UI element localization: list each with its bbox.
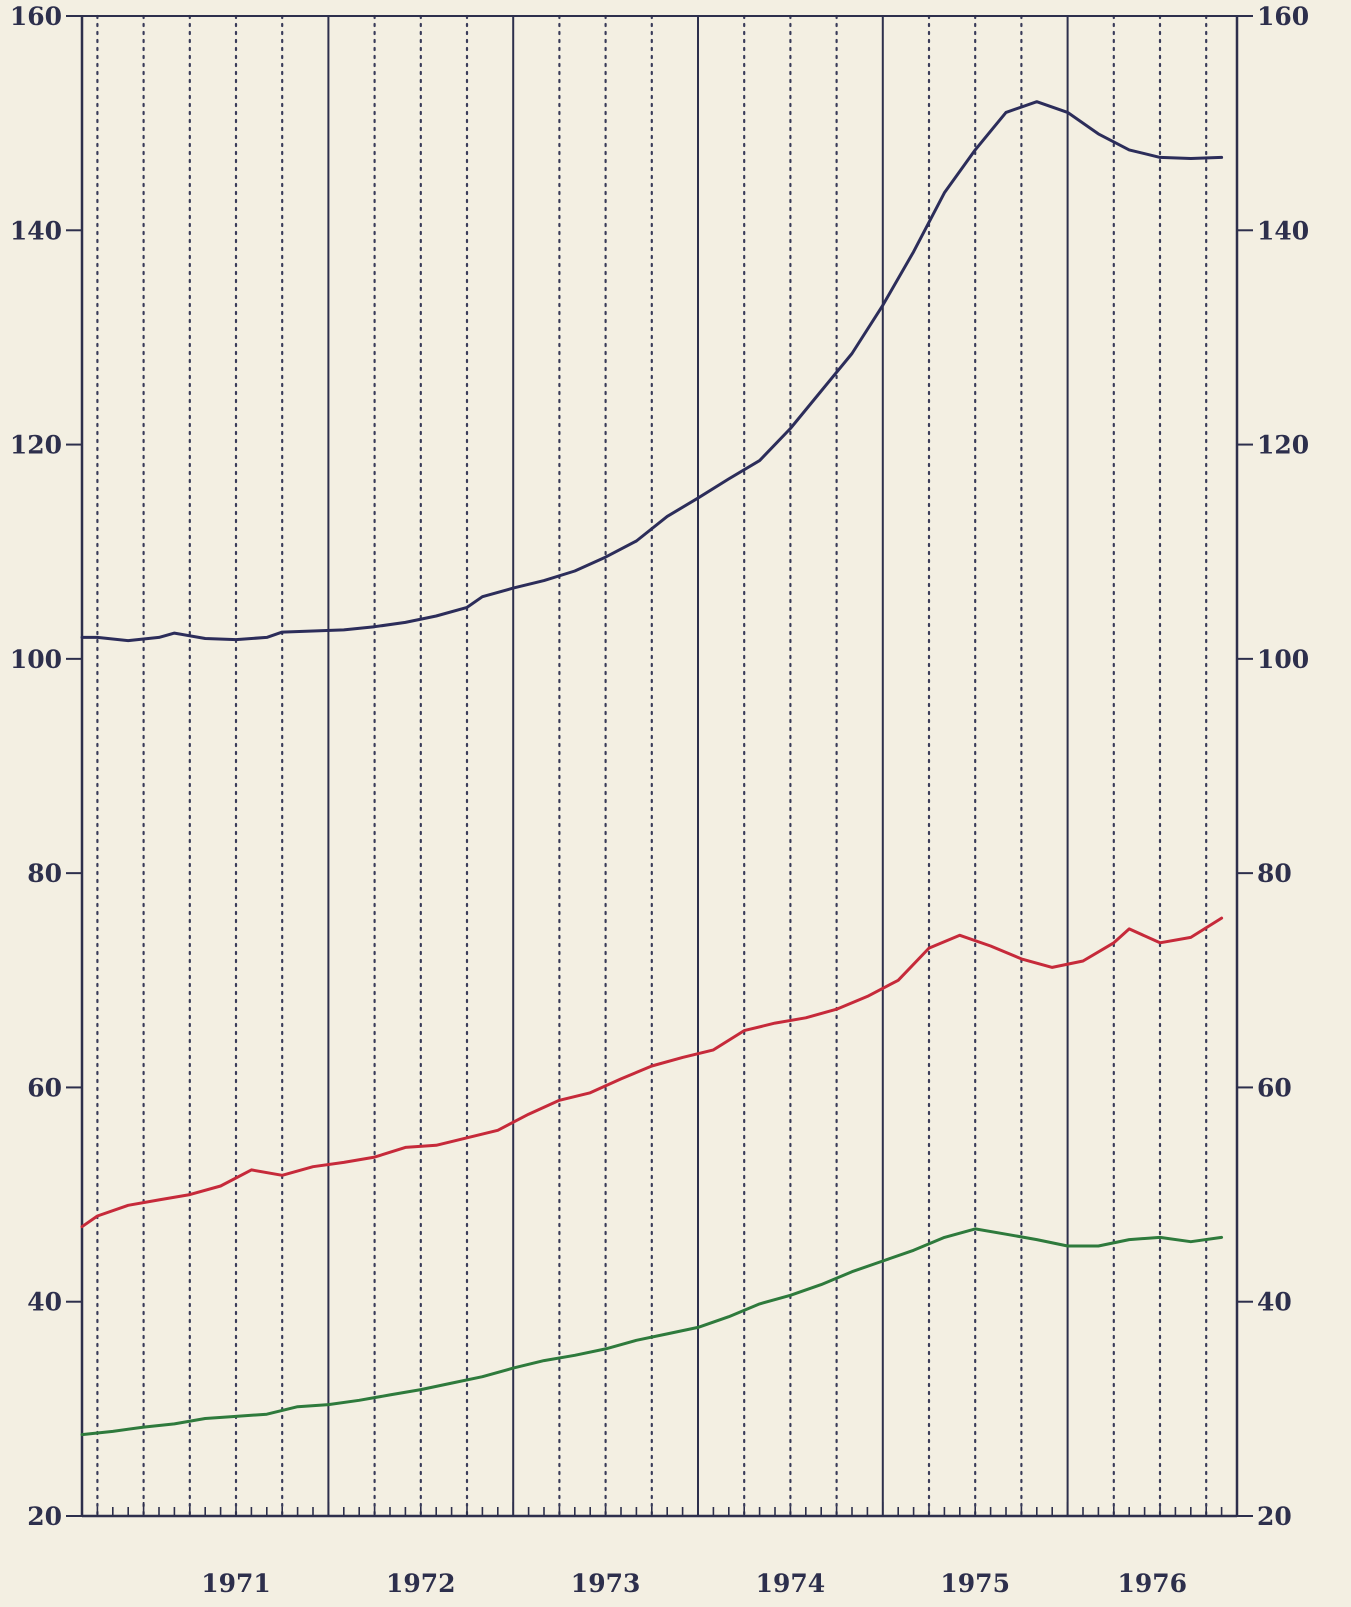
y-tick-label-right: 40 bbox=[1257, 1288, 1292, 1317]
x-year-label: 1975 bbox=[940, 1569, 1010, 1598]
y-tick-label-left: 100 bbox=[10, 645, 62, 674]
y-tick-label-right: 60 bbox=[1257, 1073, 1292, 1102]
y-tick-label-left: 160 bbox=[10, 2, 62, 31]
y-tick-label-left: 40 bbox=[27, 1288, 62, 1317]
x-year-label: 1971 bbox=[201, 1569, 271, 1598]
y-tick-label-right: 80 bbox=[1257, 859, 1292, 888]
y-tick-label-left: 140 bbox=[10, 216, 62, 245]
y-tick-label-left: 80 bbox=[27, 859, 62, 888]
y-tick-label-right: 140 bbox=[1257, 216, 1309, 245]
y-tick-label-left: 60 bbox=[27, 1073, 62, 1102]
x-year-label: 1974 bbox=[756, 1569, 826, 1598]
y-tick-label-right: 100 bbox=[1257, 645, 1309, 674]
x-year-label: 1976 bbox=[1118, 1569, 1188, 1598]
y-tick-label-right: 160 bbox=[1257, 2, 1309, 31]
y-tick-label-right: 120 bbox=[1257, 431, 1309, 460]
x-year-label: 1972 bbox=[386, 1569, 456, 1598]
y-tick-label-left: 20 bbox=[27, 1502, 62, 1531]
y-tick-label-right: 20 bbox=[1257, 1502, 1292, 1531]
x-year-label: 1973 bbox=[571, 1569, 641, 1598]
y-tick-label-left: 120 bbox=[10, 431, 62, 460]
